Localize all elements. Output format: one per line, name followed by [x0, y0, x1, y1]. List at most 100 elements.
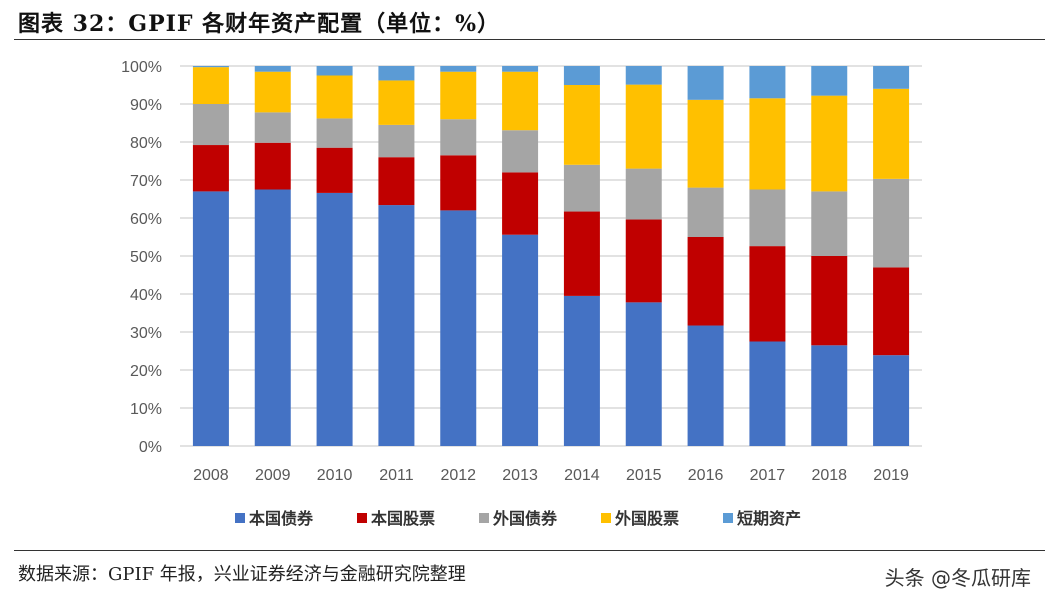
bar-segment [316, 66, 353, 76]
x-tick-label: 2011 [379, 467, 414, 484]
legend-swatch [723, 513, 733, 523]
x-tick-label: 2009 [255, 467, 291, 484]
y-tick-label: 40% [130, 287, 162, 304]
legend-swatch [357, 513, 367, 523]
bar-segment [687, 187, 724, 237]
chart-title: 图表 32：GPIF 各财年资产配置（单位：%） [18, 11, 501, 37]
y-tick-label: 0% [139, 439, 162, 456]
y-tick-label: 20% [130, 363, 162, 380]
x-tick-label: 2018 [811, 467, 847, 484]
bar-segment [440, 119, 477, 156]
bar-segment [563, 164, 600, 212]
x-tick-label: 2013 [502, 467, 538, 484]
bar-segment [563, 66, 600, 85]
x-tick-label: 2015 [626, 467, 662, 484]
bar-segment [625, 84, 662, 169]
bar-segment [254, 112, 291, 143]
bar-segment [254, 189, 291, 446]
bar-segment [254, 142, 291, 190]
bar-segment [316, 118, 353, 148]
source-note: 数据来源：GPIF 年报，兴业证券经济与金融研究院整理 [18, 564, 466, 585]
bar-segment [811, 191, 848, 256]
legend-swatch [235, 513, 245, 523]
watermark: 头条 @冬瓜研库 [884, 566, 1031, 590]
bar-segment [502, 130, 539, 173]
legend-label: 短期资产 [737, 509, 801, 528]
bar-segment [811, 345, 848, 446]
y-tick-label: 90% [130, 97, 162, 114]
bar-segment [811, 66, 848, 96]
bar-segment [749, 341, 786, 446]
bar-segment [625, 302, 662, 446]
bar-segment [811, 256, 848, 346]
legend-label: 本国债券 [249, 509, 314, 528]
bar-segment [811, 95, 848, 192]
bar-segment [502, 172, 539, 235]
bar-segment [687, 325, 724, 446]
bar-segment [625, 66, 662, 85]
bar-segment [749, 98, 786, 190]
bar-segment [625, 219, 662, 303]
y-tick-label: 60% [130, 211, 162, 228]
x-tick-label: 2016 [688, 467, 724, 484]
bar-segment [192, 104, 229, 146]
bar-segment [316, 147, 353, 193]
bar-segment [440, 66, 477, 72]
y-tick-label: 100% [121, 59, 162, 76]
bar-segment [502, 234, 539, 446]
x-tick-label: 2012 [440, 467, 476, 484]
y-tick-label: 80% [130, 135, 162, 152]
y-tick-label: 30% [130, 325, 162, 342]
bar-segment [316, 75, 353, 119]
bar-segment [378, 124, 415, 158]
bar-segment [316, 192, 353, 446]
bar-segment [502, 66, 539, 72]
bar-segment [873, 66, 910, 89]
x-tick-label: 2014 [564, 467, 600, 484]
bar-segment [873, 355, 910, 446]
bar-segment [440, 71, 477, 120]
bar-segment [873, 88, 910, 179]
legend-label: 外国股票 [614, 509, 679, 528]
bar-segment [378, 66, 415, 81]
bar-segment [192, 145, 229, 192]
bar-segment [625, 168, 662, 220]
y-tick-label: 70% [130, 173, 162, 190]
x-tick-label: 2008 [193, 467, 229, 484]
x-tick-label: 2019 [873, 467, 909, 484]
legend-label: 本国股票 [371, 509, 435, 528]
bar-segment [378, 157, 415, 206]
x-tick-label: 2010 [317, 467, 353, 484]
legend-swatch [601, 513, 611, 523]
bar-segment [687, 66, 724, 100]
bar-segment [873, 178, 910, 268]
bar-segment [563, 211, 600, 296]
bar-segment [687, 99, 724, 188]
y-tick-label: 10% [130, 401, 162, 418]
legend-swatch [479, 513, 489, 523]
bar-segment [687, 237, 724, 326]
footer-divider [14, 550, 1045, 551]
title-divider [14, 39, 1045, 40]
bar-segment [192, 67, 229, 104]
x-tick-label: 2017 [750, 467, 786, 484]
bar-segment [378, 205, 415, 446]
bar-segment [563, 85, 600, 165]
bar-segment [440, 155, 477, 211]
bar-segment [749, 66, 786, 99]
bar-segment [192, 191, 229, 446]
bar-segment [378, 80, 415, 125]
bar-segment [502, 71, 539, 131]
bar-segment [440, 210, 477, 446]
bar-segment [192, 66, 229, 68]
y-tick-label: 50% [130, 249, 162, 266]
bar-segment [563, 295, 600, 446]
bar-segment [873, 267, 910, 356]
bar-segment [254, 66, 291, 72]
bar-segment [749, 189, 786, 247]
bar-segment [749, 246, 786, 342]
legend-label: 外国债券 [492, 509, 558, 528]
bar-segment [254, 71, 291, 113]
